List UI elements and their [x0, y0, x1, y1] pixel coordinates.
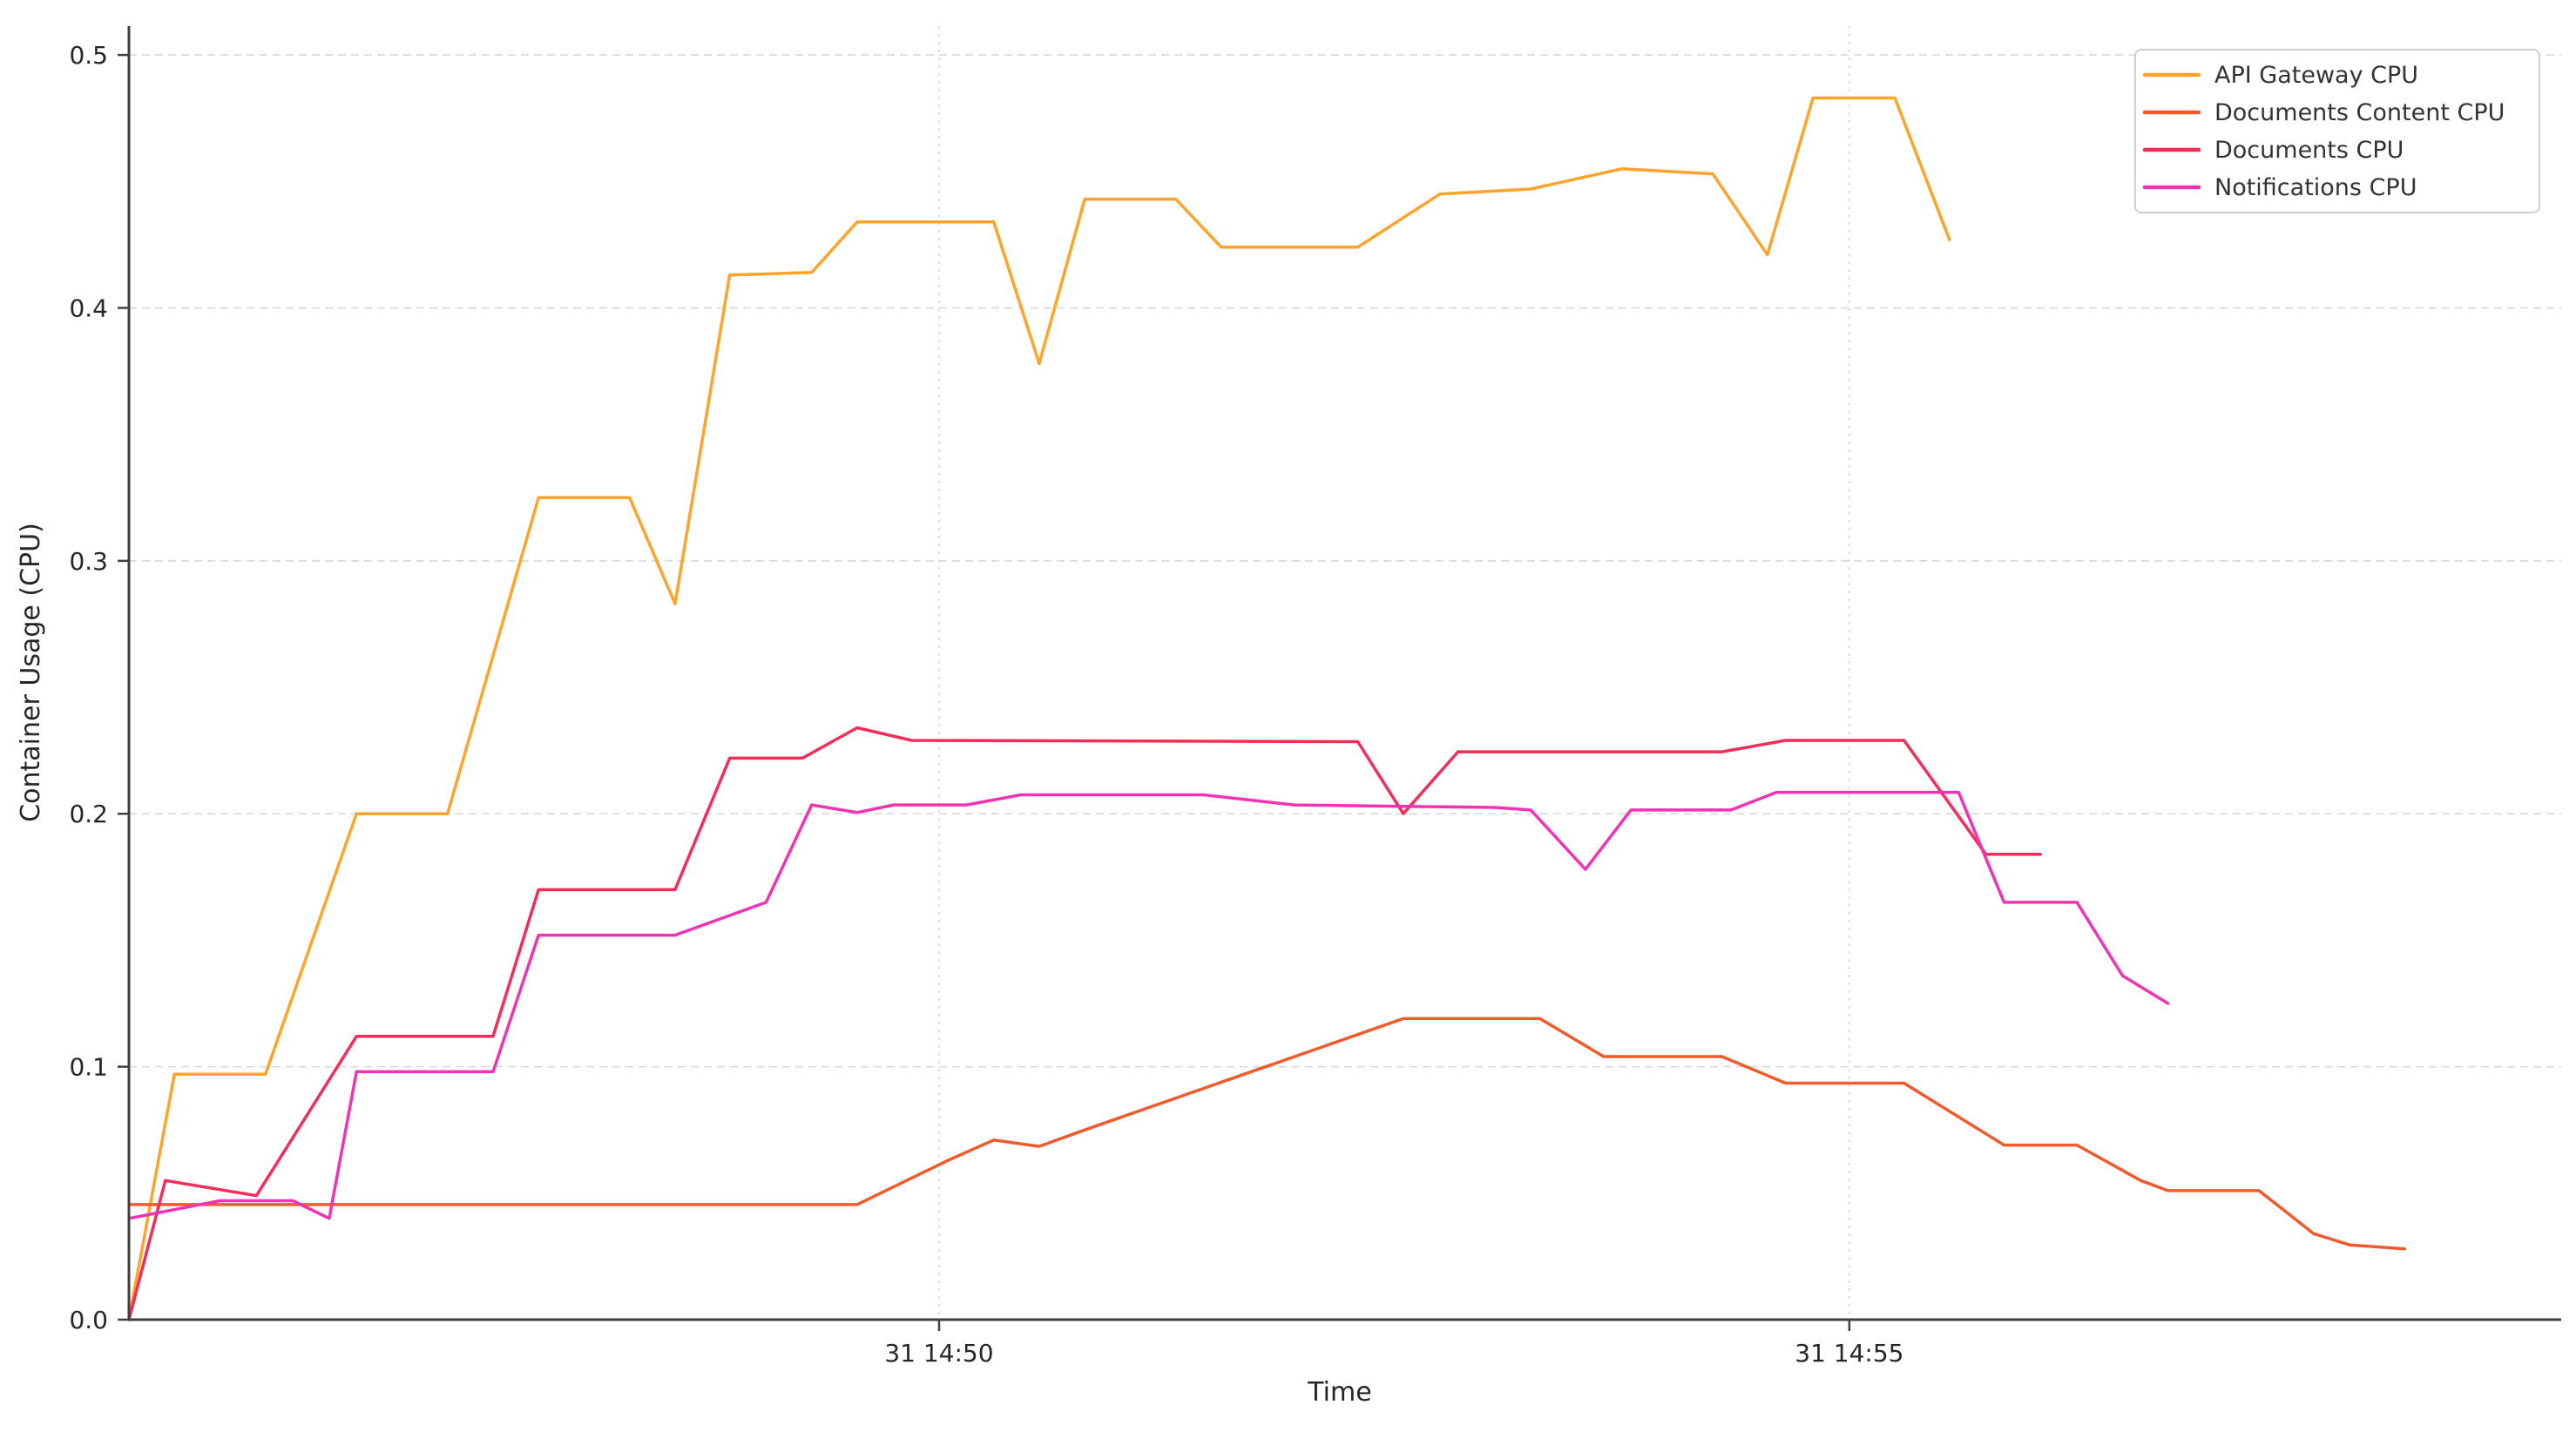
series-line-documents-content-cpu: [127, 1017, 2407, 1251]
y-tick-label: 0.0: [69, 1306, 108, 1334]
axis-layer: 0.0 0.1 0.2 0.3 0.4 0.5 31 14:50 31 14:55: [69, 26, 2561, 1368]
series-layer: [127, 96, 2407, 1321]
grid-layer: [129, 26, 2561, 1320]
x-axis-title: Time: [1307, 1377, 1371, 1408]
x-tick-label: 31 14:55: [1795, 1339, 1903, 1368]
x-tick-label: 31 14:50: [884, 1339, 993, 1368]
y-tick-label: 0.5: [69, 41, 108, 70]
legend-label-notifications-cpu: Notifications CPU: [2214, 174, 2417, 201]
series-line-documents-cpu: [127, 726, 2043, 1321]
legend-label-api-gateway-cpu: API Gateway CPU: [2214, 62, 2418, 89]
y-tick-label: 0.1: [69, 1053, 108, 1082]
series-line-notifications-cpu: [127, 790, 2170, 1220]
y-tick-label: 0.2: [69, 800, 108, 828]
y-tick-label: 0.3: [69, 547, 108, 576]
legend-label-documents-cpu: Documents CPU: [2214, 137, 2404, 164]
legend-label-documents-content-cpu: Documents Content CPU: [2214, 99, 2505, 126]
series-line-api-gateway-cpu: [127, 96, 1951, 1321]
y-tick-label: 0.4: [69, 294, 108, 322]
legend-layer: API Gateway CPU Documents Content CPU Docu…: [2134, 49, 2540, 213]
legend-box: [2134, 49, 2540, 213]
y-axis-title: Container Usage (CPU): [16, 523, 46, 822]
